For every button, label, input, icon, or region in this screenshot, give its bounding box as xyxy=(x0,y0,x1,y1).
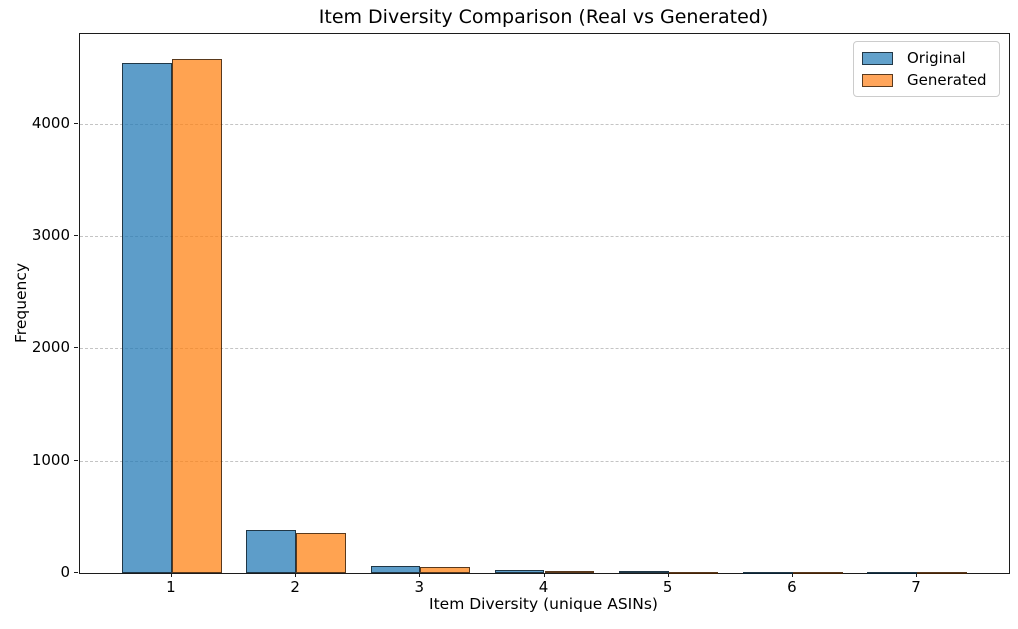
legend-label-generated: Generated xyxy=(907,71,987,89)
bar-generated-2 xyxy=(296,533,346,573)
y-tick-mark-3000 xyxy=(74,235,78,237)
generated-swatch-icon xyxy=(862,73,893,87)
x-tick-label-1: 1 xyxy=(166,578,176,596)
y-axis-label: Frequency xyxy=(12,262,30,343)
y-tick-label-0: 0 xyxy=(60,563,70,581)
gridline-y-3000 xyxy=(80,236,1009,238)
x-tick-mark-1 xyxy=(170,573,172,577)
y-tick-mark-1000 xyxy=(74,459,78,461)
bar-generated-1 xyxy=(171,58,222,573)
y-tick-label-3000: 3000 xyxy=(31,226,70,245)
gridline-y-2000 xyxy=(80,348,1009,350)
bar-generated-4 xyxy=(544,571,595,574)
x-tick-label-4: 4 xyxy=(538,578,549,596)
y-tick-label-4000: 4000 xyxy=(31,113,70,132)
y-tick-label-2000: 2000 xyxy=(31,338,70,357)
original-swatch-icon xyxy=(862,51,893,65)
x-tick-mark-2 xyxy=(295,573,297,577)
plot-area xyxy=(79,33,1010,574)
x-tick-mark-7 xyxy=(916,573,918,577)
gridline-y-1000 xyxy=(80,460,1009,462)
bar-original-3 xyxy=(370,565,421,573)
bar-generated-3 xyxy=(420,567,470,573)
y-tick-mark-2000 xyxy=(74,347,78,349)
y-tick-mark-0 xyxy=(74,572,78,573)
legend: Original Generated xyxy=(853,41,1000,97)
x-tick-label-6: 6 xyxy=(787,578,797,596)
bar-generated-5 xyxy=(668,572,719,574)
x-tick-mark-3 xyxy=(419,573,421,577)
x-tick-mark-4 xyxy=(543,573,545,577)
x-tick-mark-6 xyxy=(791,573,793,577)
legend-item-generated: Generated xyxy=(862,70,991,90)
bar-generated-7 xyxy=(917,572,967,574)
bar-original-4 xyxy=(494,569,545,573)
bar-original-6 xyxy=(743,571,793,574)
bar-generated-6 xyxy=(792,572,843,574)
legend-item-original: Original xyxy=(862,48,991,68)
bar-original-1 xyxy=(122,63,172,573)
bar-original-7 xyxy=(867,572,918,574)
gridline-y-4000 xyxy=(80,123,1009,125)
y-tick-mark-4000 xyxy=(74,122,78,124)
y-tick-label-1000: 1000 xyxy=(31,450,70,469)
chart-title: Item Diversity Comparison (Real vs Gener… xyxy=(318,6,769,28)
x-tick-label-3: 3 xyxy=(414,578,425,596)
x-tick-label-2: 2 xyxy=(290,578,300,596)
x-tick-mark-5 xyxy=(667,573,669,577)
legend-label-original: Original xyxy=(907,49,966,67)
x-tick-label-5: 5 xyxy=(662,578,673,596)
x-axis-label: Item Diversity (unique ASINs) xyxy=(429,595,658,613)
bar-original-2 xyxy=(246,529,297,573)
bar-original-5 xyxy=(619,571,669,574)
x-tick-label-7: 7 xyxy=(911,578,921,596)
